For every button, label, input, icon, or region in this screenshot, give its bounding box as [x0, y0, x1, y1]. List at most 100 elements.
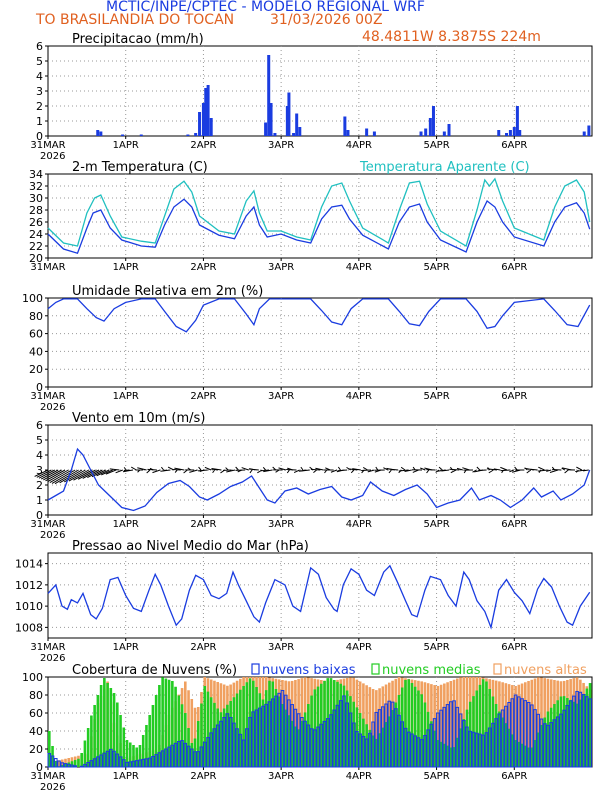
wind-vector — [146, 469, 151, 474]
cloud-bar-nuvens-baixas — [267, 701, 272, 768]
wind-xtick-label: 4APR — [346, 519, 372, 530]
cloud-bar-nuvens-medias — [329, 678, 333, 767]
cloud-bar-nuvens-baixas — [439, 709, 443, 768]
cloud-bar-nuvens-medias — [281, 704, 284, 767]
cloud-bar-nuvens-medias — [313, 689, 317, 767]
cloud-bar-nuvens-medias — [255, 687, 258, 767]
wind-vector — [420, 467, 426, 471]
wind-vector — [189, 469, 198, 473]
cloud-bar-nuvens-medias — [459, 728, 462, 767]
cloud-bar-nuvens-medias — [430, 721, 433, 767]
wind-vector — [576, 466, 583, 471]
precip-xtick-label: 2APR — [190, 140, 216, 151]
wind-vector — [211, 468, 222, 471]
wind-vector — [549, 469, 559, 473]
temp-xtick-label: 2APR — [190, 262, 216, 273]
wind-vector — [476, 466, 481, 471]
cloud-bar-nuvens-medias — [190, 743, 194, 767]
wind-vector — [300, 469, 310, 472]
cloud-bar-nuvens-baixas — [251, 711, 256, 768]
wind-ytick-label: 6 — [36, 419, 43, 432]
cloud-bar-nuvens-medias — [135, 747, 139, 767]
cloud-bar-nuvens-medias — [378, 733, 381, 767]
cloud-bar-nuvens-baixas — [215, 724, 220, 768]
cloud-bar-nuvens-baixas — [186, 745, 191, 768]
precip-ytick-label: 4 — [36, 70, 43, 83]
clouds-xtick-year: 2026 — [40, 782, 65, 792]
cloud-bar-nuvens-medias — [517, 741, 521, 767]
cloud-bar-nuvens-baixas — [47, 753, 52, 768]
wind-vector — [174, 467, 185, 471]
precip-bar — [497, 130, 501, 136]
rh-line-umidade-relativa — [47, 298, 591, 333]
cloud-bar-nuvens-baixas — [189, 748, 194, 768]
wind-vector — [262, 466, 266, 471]
wind-ytick-label: 1 — [36, 494, 43, 507]
cloud-legend-swatch — [493, 663, 502, 675]
wind-vector — [398, 469, 409, 472]
wind-vector — [456, 467, 463, 471]
cloud-bar-nuvens-medias — [258, 693, 262, 767]
cloud-bar-nuvens-medias — [264, 690, 268, 767]
cloud-bar-nuvens-altas — [507, 684, 511, 767]
cloud-bar-nuvens-baixas — [177, 741, 181, 768]
cloud-bar-nuvens-baixas — [374, 711, 379, 768]
cloud-bar-nuvens-medias — [235, 693, 239, 767]
wind-vector — [337, 469, 348, 472]
rh-xtick-label: 1APR — [113, 391, 139, 402]
cloud-bar-nuvens-baixas — [345, 702, 350, 768]
wind-vector — [147, 468, 157, 471]
wind-vector — [383, 467, 389, 471]
cloud-bar-nuvens-baixas — [335, 704, 340, 768]
cloud-bar-nuvens-medias — [274, 689, 278, 767]
cloud-bar-nuvens-medias — [439, 741, 443, 767]
cloud-bar-nuvens-medias — [323, 680, 326, 767]
cloud-bar-nuvens-baixas — [196, 751, 201, 768]
cloud-bar-nuvens-baixas — [296, 713, 301, 768]
precip-bar — [267, 55, 271, 136]
wind-ytick-label: 3 — [36, 464, 43, 477]
cloud-bar-nuvens-medias — [569, 699, 572, 767]
wind-vector — [514, 466, 518, 471]
cloud-bar-nuvens-baixas — [432, 718, 437, 768]
cloud-bar-nuvens-medias — [536, 732, 540, 767]
wind-vector — [174, 469, 178, 473]
cloud-bar-nuvens-medias — [96, 695, 100, 767]
cloud-bar-nuvens-baixas — [546, 724, 550, 768]
cloud-bar-nuvens-medias — [141, 735, 145, 767]
precip-bar — [508, 130, 512, 136]
wind-vector — [34, 469, 49, 477]
wind-vector — [161, 466, 164, 471]
cloud-bar-nuvens-medias — [533, 740, 537, 767]
cloud-bar-nuvens-baixas — [254, 709, 259, 768]
precip-xtick-label: 6APR — [501, 140, 527, 151]
cloud-bar-nuvens-medias — [209, 697, 213, 767]
cloud-bar-nuvens-altas — [533, 678, 537, 767]
wind-vector — [152, 469, 161, 474]
cloud-bar-nuvens-baixas — [105, 750, 110, 768]
precip-ytick-label: 1 — [36, 115, 43, 128]
cloud-bar-nuvens-baixas — [504, 705, 508, 768]
cloud-bar-nuvens-baixas — [151, 756, 155, 768]
cloud-bar-nuvens-baixas — [410, 733, 414, 768]
precip-bar — [447, 124, 451, 136]
cloud-bar-nuvens-medias — [125, 740, 129, 767]
cloud-bar-nuvens-medias — [465, 709, 469, 767]
cloud-bar-nuvens-baixas — [445, 704, 450, 768]
wind-vector — [54, 469, 79, 485]
wind-vector — [412, 469, 419, 473]
rh-ytick-label: 0 — [36, 381, 43, 394]
precip-xtick-label: 1APR — [113, 140, 139, 151]
cloud-bar-nuvens-baixas — [173, 742, 178, 768]
wind-vector — [546, 469, 552, 472]
wind-xtick-label: 31MAR — [30, 519, 65, 530]
cloud-bar-nuvens-baixas — [144, 758, 149, 768]
cloud-bar-nuvens-altas — [433, 685, 436, 767]
precip-bar — [121, 134, 125, 136]
cloud-bar-nuvens-medias — [70, 761, 74, 767]
cloud-bar-nuvens-medias — [546, 711, 550, 767]
cloud-bar-nuvens-medias — [443, 743, 446, 767]
cloud-bar-nuvens-medias — [284, 709, 287, 767]
cloud-bar-nuvens-medias — [203, 686, 207, 767]
cloud-bar-nuvens-medias — [394, 702, 398, 767]
